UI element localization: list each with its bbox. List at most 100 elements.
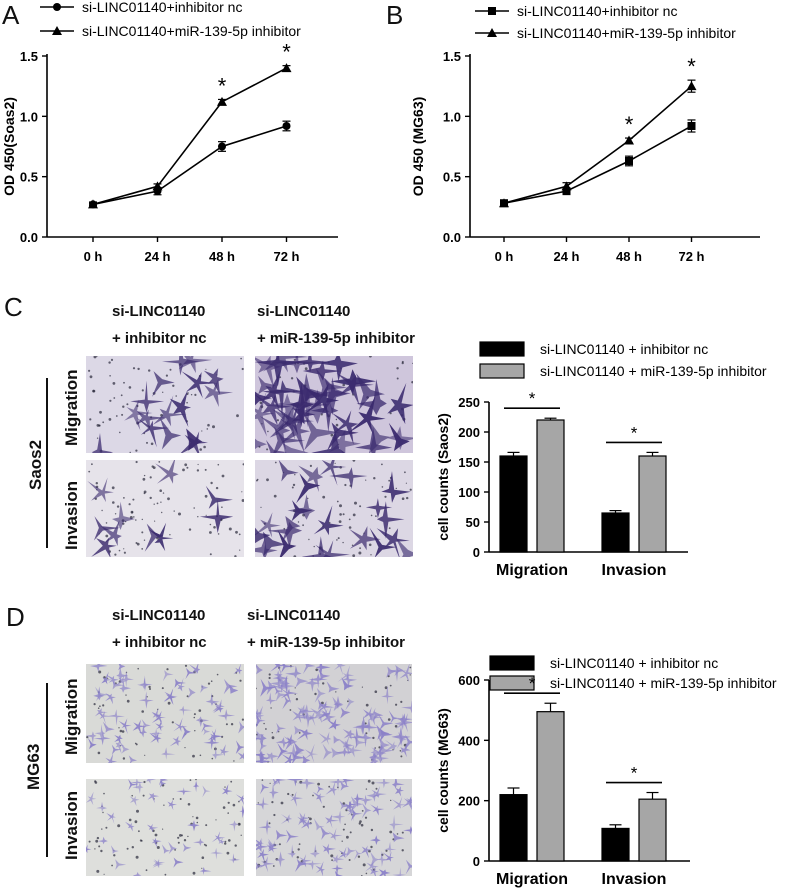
series-line <box>503 85 693 204</box>
stained-cell <box>315 664 331 679</box>
membrane-pore <box>102 704 105 707</box>
stained-cell <box>205 692 220 706</box>
membrane-pore <box>117 824 121 828</box>
membrane-pore <box>196 821 199 824</box>
stained-cell <box>258 819 272 835</box>
membrane-pore <box>89 375 93 379</box>
membrane-pore <box>349 831 352 834</box>
membrane-pore <box>352 513 356 517</box>
membrane-pore <box>230 780 233 783</box>
stained-cell <box>370 746 380 761</box>
membrane-pore <box>184 747 186 749</box>
stained-cell <box>344 800 354 813</box>
membrane-pore <box>226 851 230 855</box>
membrane-pore <box>205 514 207 516</box>
row-label-d-migration: Migration <box>62 678 81 756</box>
cell-line-label-c: Saos2 <box>26 439 45 490</box>
membrane-pore <box>194 393 197 396</box>
membrane-pore <box>93 703 96 706</box>
stained-cell <box>105 693 116 705</box>
stained-cell <box>219 744 230 757</box>
stained-cell <box>405 859 412 875</box>
membrane-pore <box>358 551 362 555</box>
legend-marker <box>52 26 62 35</box>
col-label-c2-line1: si-LINC01140 <box>257 303 351 320</box>
membrane-pore <box>290 377 294 380</box>
stained-cell <box>331 410 359 445</box>
membrane-pore <box>269 782 271 784</box>
membrane-pore <box>308 538 310 541</box>
membrane-pore <box>276 419 279 422</box>
membrane-pore <box>162 391 164 393</box>
membrane-pore <box>221 735 224 738</box>
membrane-pore <box>304 367 308 371</box>
membrane-pore <box>148 685 151 689</box>
stained-cell <box>333 695 344 709</box>
stained-cell <box>149 731 162 744</box>
membrane-pore <box>351 544 354 547</box>
membrane-pore <box>241 367 244 371</box>
stained-cell <box>305 677 321 692</box>
stained-cell <box>348 801 357 809</box>
stained-cell <box>159 779 169 786</box>
legend-label: si-LINC01140 + miR-139-5p inhibitor <box>550 675 777 691</box>
stained-cell <box>265 692 277 705</box>
stained-cell <box>281 664 295 673</box>
stained-cell <box>296 729 314 741</box>
stained-cell <box>382 851 394 862</box>
membrane-pore <box>396 367 399 370</box>
stained-cell <box>349 526 381 551</box>
membrane-pore <box>361 875 363 876</box>
membrane-pore <box>135 542 138 544</box>
significance-star: * <box>631 764 638 783</box>
membrane-pore <box>234 555 237 557</box>
stained-cell <box>119 741 130 754</box>
stained-cell <box>255 527 271 544</box>
membrane-pore <box>165 374 168 377</box>
membrane-pore <box>197 463 199 466</box>
stained-cell <box>268 838 280 849</box>
stained-cell <box>275 737 289 749</box>
membrane-pore <box>142 477 146 481</box>
membrane-pore <box>236 414 239 418</box>
stained-cell <box>282 744 304 763</box>
stained-cell <box>295 858 309 872</box>
micrograph-d-invasion-nc <box>86 779 244 876</box>
stained-cell <box>174 678 186 688</box>
membrane-pore <box>241 491 243 493</box>
membrane-pore <box>334 462 336 464</box>
stained-cell <box>136 418 170 448</box>
membrane-pore <box>409 674 411 676</box>
membrane-pore <box>365 732 368 735</box>
legend-label: si-LINC01140+miR-139-5p inhibitor <box>517 25 736 41</box>
data-point <box>152 181 163 191</box>
membrane-pore <box>184 463 188 467</box>
stained-cell <box>361 845 373 859</box>
stained-cell <box>302 755 311 763</box>
stained-cell <box>352 733 367 750</box>
stained-cell <box>283 734 295 746</box>
membrane-pore <box>121 730 125 733</box>
stained-cell <box>237 752 244 760</box>
stained-cell <box>173 857 184 868</box>
stained-cell <box>276 722 287 734</box>
stained-cell <box>395 537 413 557</box>
stained-cell <box>161 844 171 854</box>
stained-cell <box>255 538 278 557</box>
stained-cell <box>260 753 272 762</box>
membrane-pore <box>88 470 91 473</box>
membrane-pore <box>347 700 349 703</box>
membrane-pore <box>389 684 392 687</box>
stained-cell <box>266 439 287 453</box>
membrane-pore <box>215 819 217 821</box>
membrane-pore <box>166 668 169 671</box>
stained-cell <box>309 844 320 858</box>
membrane-pore <box>146 441 148 444</box>
stained-cell <box>187 820 200 832</box>
membrane-pore <box>205 824 208 827</box>
stained-cell <box>303 664 316 674</box>
stained-cell <box>287 844 296 858</box>
membrane-pore <box>260 506 262 508</box>
micrograph-background <box>86 664 244 763</box>
stained-cell <box>228 683 239 694</box>
